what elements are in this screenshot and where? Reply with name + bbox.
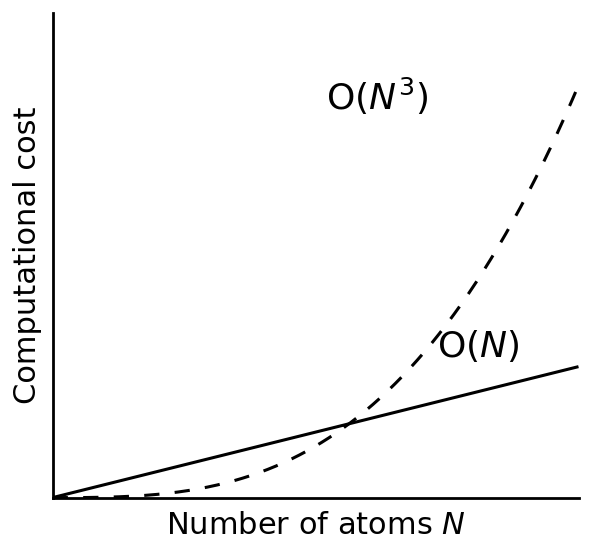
- Text: O($\mathit{N}^3$): O($\mathit{N}^3$): [326, 75, 428, 117]
- Y-axis label: Computational cost: Computational cost: [12, 106, 41, 404]
- X-axis label: Number of atoms $\mathit{N}$: Number of atoms $\mathit{N}$: [165, 512, 466, 540]
- Text: O($\mathit{N}$): O($\mathit{N}$): [437, 328, 519, 364]
